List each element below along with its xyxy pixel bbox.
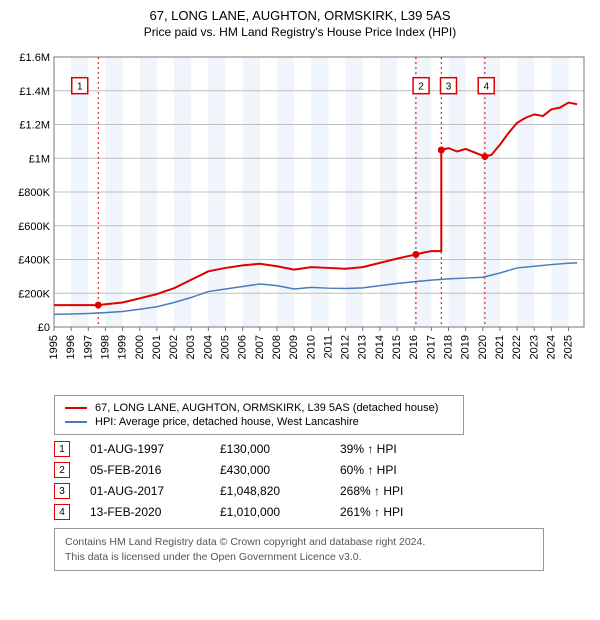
svg-text:4: 4 [483,82,489,93]
transaction-marker: 3 [54,483,70,499]
svg-text:£1.4M: £1.4M [19,86,50,98]
legend-label: 67, LONG LANE, AUGHTON, ORMSKIRK, L39 5A… [95,402,438,414]
transaction-marker: 1 [54,441,70,457]
svg-text:2018: 2018 [442,335,454,359]
table-row: 3 01-AUG-2017 £1,048,820 268% ↑ HPI [54,483,592,499]
transaction-marker: 4 [54,504,70,520]
svg-text:2006: 2006 [237,335,249,359]
svg-text:2002: 2002 [168,335,180,359]
svg-text:£600K: £600K [18,221,50,233]
svg-text:1996: 1996 [65,335,77,359]
svg-text:£400K: £400K [18,255,50,267]
transaction-date: 05-FEB-2016 [90,463,200,477]
transaction-date: 13-FEB-2020 [90,505,200,519]
svg-text:2015: 2015 [391,335,403,359]
legend-item: 67, LONG LANE, AUGHTON, ORMSKIRK, L39 5A… [65,402,453,414]
transaction-marker: 2 [54,462,70,478]
svg-text:2009: 2009 [288,335,300,359]
svg-text:2020: 2020 [477,335,489,359]
svg-text:1997: 1997 [82,335,94,359]
svg-text:3: 3 [446,82,452,93]
transaction-hpi: 60% ↑ HPI [340,463,460,477]
legend-swatch [65,421,87,423]
price-chart: £0 £200K £400K £600K £800K £1M £1.2M £1.4M £1.6M… [8,47,592,387]
attribution-line: Contains HM Land Registry data © Crown c… [65,535,533,550]
svg-text:£200K: £200K [18,288,50,300]
attribution-line: This data is licensed under the Open Gov… [65,550,533,565]
svg-text:2012: 2012 [340,335,352,359]
table-row: 2 05-FEB-2016 £430,000 60% ↑ HPI [54,462,592,478]
svg-text:1: 1 [77,82,83,93]
transaction-hpi: 261% ↑ HPI [340,505,460,519]
svg-text:1998: 1998 [99,335,111,359]
svg-text:2003: 2003 [185,335,197,359]
svg-text:2008: 2008 [271,335,283,359]
svg-text:2004: 2004 [202,335,214,359]
svg-text:2017: 2017 [425,335,437,359]
transaction-hpi: 39% ↑ HPI [340,442,460,456]
svg-text:1999: 1999 [117,335,129,359]
legend-swatch [65,407,87,409]
svg-text:2: 2 [418,82,424,93]
attribution-box: Contains HM Land Registry data © Crown c… [54,528,544,571]
svg-text:2025: 2025 [563,335,575,359]
svg-text:2023: 2023 [528,335,540,359]
svg-text:£1.6M: £1.6M [19,52,50,64]
transaction-price: £1,048,820 [220,484,320,498]
svg-text:2010: 2010 [305,335,317,359]
svg-text:2016: 2016 [408,335,420,359]
transaction-price: £130,000 [220,442,320,456]
svg-text:2001: 2001 [151,335,163,359]
svg-text:2022: 2022 [511,335,523,359]
svg-text:2000: 2000 [134,335,146,359]
svg-text:2019: 2019 [460,335,472,359]
chart-legend: 67, LONG LANE, AUGHTON, ORMSKIRK, L39 5A… [54,395,464,435]
svg-text:£1.2M: £1.2M [19,120,50,132]
svg-text:£0: £0 [38,322,50,334]
transactions-table: 1 01-AUG-1997 £130,000 39% ↑ HPI 2 05-FEB-201… [54,441,592,520]
transaction-date: 01-AUG-1997 [90,442,200,456]
page-title: 67, LONG LANE, AUGHTON, ORMSKIRK, L39 5A… [8,8,592,23]
svg-text:2013: 2013 [357,335,369,359]
legend-item: HPI: Average price, detached house, West… [65,416,453,428]
transaction-price: £1,010,000 [220,505,320,519]
svg-text:2024: 2024 [545,335,557,359]
svg-text:2021: 2021 [494,335,506,359]
svg-text:£800K: £800K [18,187,50,199]
table-row: 1 01-AUG-1997 £130,000 39% ↑ HPI [54,441,592,457]
legend-label: HPI: Average price, detached house, West… [95,416,359,428]
svg-text:2007: 2007 [254,335,266,359]
page-subtitle: Price paid vs. HM Land Registry's House … [8,25,592,39]
svg-text:2014: 2014 [374,335,386,359]
svg-text:2011: 2011 [322,335,334,359]
table-row: 4 13-FEB-2020 £1,010,000 261% ↑ HPI [54,504,592,520]
transaction-price: £430,000 [220,463,320,477]
svg-text:£1M: £1M [29,153,50,165]
transaction-date: 01-AUG-2017 [90,484,200,498]
transaction-hpi: 268% ↑ HPI [340,484,460,498]
svg-text:1995: 1995 [48,335,60,359]
svg-text:2005: 2005 [220,335,232,359]
